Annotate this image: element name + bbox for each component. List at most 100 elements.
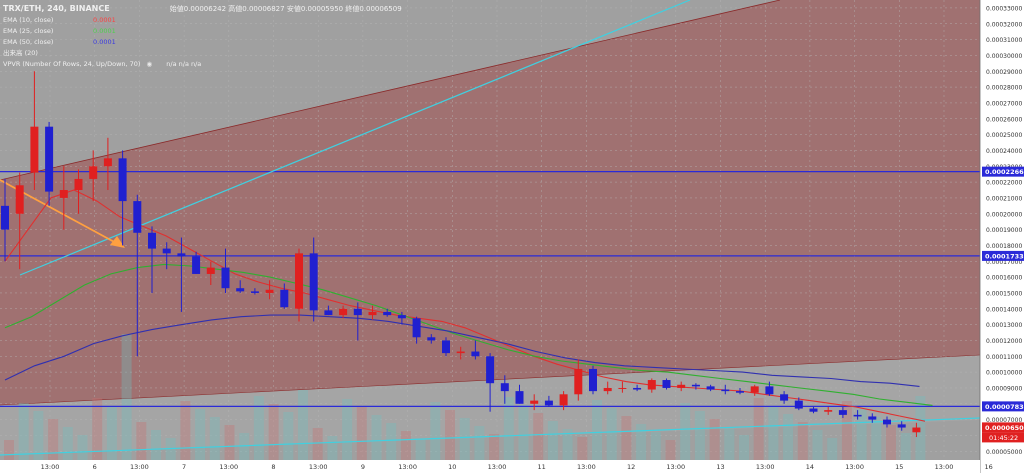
candle-body	[15, 185, 24, 214]
candle-body	[74, 178, 83, 191]
legend-indicator-ema10[interactable]: EMA (10, close) 0.0001	[3, 15, 402, 26]
y-tick-label: 0.00017000	[986, 259, 1022, 266]
price-tag-label: 0.00022660	[985, 168, 1024, 176]
volume-bar	[18, 403, 29, 460]
volume-bar	[606, 408, 617, 460]
price-tag	[982, 401, 1024, 412]
volume-bar	[474, 426, 485, 460]
candle-body	[780, 394, 789, 401]
x-tick-label: 13:00	[219, 463, 238, 471]
legend-indicator-vpvr[interactable]: VPVR (Number Of Rows, 24, Up/Down, 70) ◉…	[3, 59, 402, 70]
volume-bar	[547, 421, 558, 460]
candle-body	[647, 380, 656, 390]
legend-indicator-ema50[interactable]: EMA (50, close) 0.0001	[3, 37, 402, 48]
candle-body	[868, 416, 877, 420]
volume-bar	[886, 425, 896, 460]
volume-bar	[503, 397, 514, 460]
legend-indicator-ema25[interactable]: EMA (25, close) 0.0001	[3, 26, 402, 37]
y-tick-label: 0.00014000	[986, 306, 1022, 313]
volume-bar	[856, 409, 867, 460]
candle-body	[280, 289, 289, 308]
y-tick-label: 0.00018000	[986, 243, 1022, 250]
y-tick-label: 0.00033000	[986, 5, 1022, 12]
volume-bar	[327, 436, 338, 460]
candle-body	[236, 288, 245, 292]
candle-body	[809, 408, 818, 412]
volume-bar	[136, 422, 147, 460]
indicator-value: 0.0001	[93, 38, 116, 46]
y-tick-label: 0.00031000	[986, 37, 1022, 44]
candle-body	[706, 386, 715, 390]
legend-symbol-row: TRX/ETH, 240, BINANCE 始値0.00006242 高値0.0…	[3, 3, 402, 15]
candle-body	[559, 394, 568, 406]
volume-bar	[92, 398, 103, 460]
candle-body	[794, 400, 803, 409]
candle-body	[765, 386, 774, 395]
y-tick-label: 0.00019000	[986, 227, 1022, 234]
y-tick-label: 0.00032000	[986, 21, 1022, 28]
volume-bar	[209, 417, 220, 460]
volume-bar	[121, 334, 132, 460]
x-tick-label: 13:00	[756, 463, 775, 471]
y-tick-label: 0.00011000	[986, 354, 1022, 361]
chart-legend: TRX/ETH, 240, BINANCE 始値0.00006242 高値0.0…	[3, 3, 402, 70]
volume-bar	[283, 412, 294, 460]
candle-body	[192, 256, 201, 274]
candle-body	[883, 419, 891, 425]
x-tick-label: 14	[806, 463, 814, 471]
x-tick-label: 13:00	[577, 463, 596, 471]
candle-body	[309, 253, 318, 311]
volume-bar	[841, 401, 852, 460]
y-tick-label: 0.00028000	[986, 85, 1022, 92]
legend-indicator-volume[interactable]: 出来高 (20)	[3, 48, 402, 59]
candle-body	[133, 201, 142, 233]
candle-body	[1, 205, 9, 230]
volume-bar	[239, 433, 250, 460]
candle-body	[471, 351, 480, 357]
volume-bar	[4, 440, 14, 460]
volume-bar	[268, 404, 279, 460]
y-tick-label: 0.00025000	[986, 132, 1022, 139]
y-tick-label: 0.00007000	[986, 417, 1022, 424]
volume-bar	[577, 437, 588, 460]
symbol-title[interactable]: TRX/ETH, 240, BINANCE	[3, 4, 110, 13]
y-tick-label: 0.00016000	[986, 275, 1022, 282]
ema25-line	[4, 263, 933, 406]
candle-body	[633, 387, 642, 390]
candle-body	[691, 384, 700, 387]
volume-bar	[342, 399, 353, 460]
volume-bar	[253, 396, 264, 460]
x-tick-label: 13	[716, 463, 724, 471]
candle-body	[324, 310, 333, 316]
candle-body	[500, 383, 509, 392]
ohlc-values: 始値0.00006242 高値0.00006827 安値0.00005950 終…	[169, 5, 402, 13]
candle-body	[412, 318, 421, 338]
countdown-tag	[982, 432, 1024, 443]
x-tick-label: 16	[985, 463, 993, 471]
volume-bar	[665, 440, 676, 460]
volume-bar	[106, 406, 117, 460]
volume-bar	[62, 427, 73, 460]
indicator-label: EMA (25, close)	[3, 27, 54, 35]
y-tick-label: 0.00027000	[986, 100, 1022, 107]
eye-icon[interactable]: ◉	[146, 60, 153, 68]
candle-body	[736, 391, 744, 393]
volume-bar	[812, 430, 823, 460]
volume-bar	[724, 427, 735, 460]
volume-bar	[77, 435, 88, 460]
volume-bar	[783, 414, 794, 460]
volume-bar	[298, 390, 308, 460]
y-tick-label: 0.00010000	[986, 370, 1022, 377]
candle-body	[589, 368, 597, 392]
ema10-line	[4, 189, 926, 422]
volume-bar	[386, 423, 397, 460]
candle-body	[118, 158, 127, 202]
volume-bar	[592, 400, 602, 460]
y-tick-label: 0.00030000	[986, 53, 1022, 60]
candle-body	[456, 351, 465, 354]
vpvr-values: n/a n/a n/a	[166, 60, 202, 68]
volume-bar	[312, 428, 323, 460]
candle-body	[544, 400, 553, 406]
